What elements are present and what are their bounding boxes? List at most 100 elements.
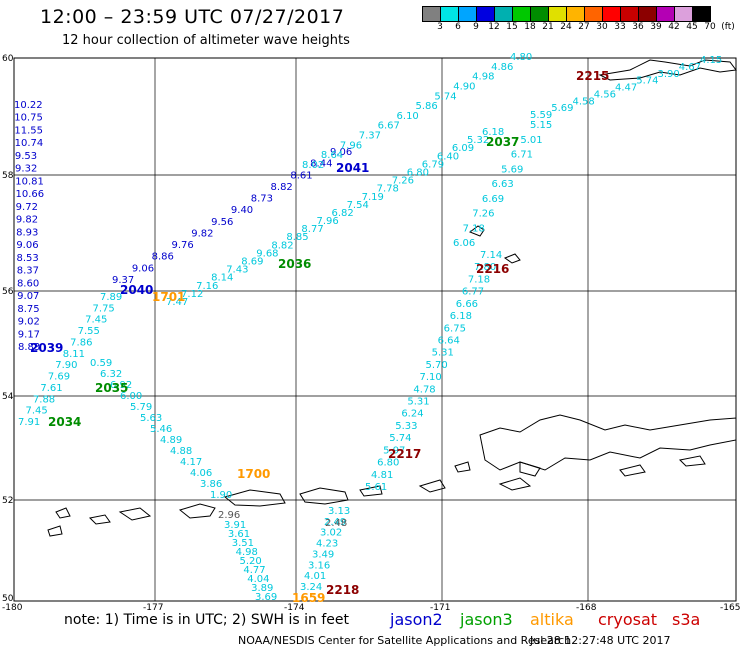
wave-height-value: 9.07 bbox=[17, 291, 39, 302]
wave-height-value: 5.69 bbox=[551, 103, 573, 114]
wave-height-value: 7.54 bbox=[347, 200, 369, 211]
colorbar-tick-label: 24 bbox=[560, 22, 572, 32]
wave-height-value: 7.18 bbox=[468, 274, 490, 285]
wave-height-value: 8.69 bbox=[241, 257, 263, 268]
wave-height-value: 10.74 bbox=[15, 138, 44, 149]
lon-tick-label: -165 bbox=[720, 603, 740, 613]
colorbar-swatch bbox=[639, 7, 657, 21]
wave-height-value: 8.02 bbox=[302, 160, 324, 171]
wave-height-value: 5.01 bbox=[520, 135, 542, 146]
wave-height-value: 1.90 bbox=[210, 490, 232, 501]
colorbar-swatch bbox=[621, 7, 639, 21]
wave-height-value: 9.06 bbox=[16, 240, 38, 251]
wave-height-value: 4.89 bbox=[160, 435, 182, 446]
lon-tick-label: -180 bbox=[2, 603, 23, 613]
axis-labels: -180 -177 -174 -171 -168 -165 60 58 56 54 52 50 bbox=[2, 54, 740, 613]
colorbar-tick-label: 18 bbox=[524, 22, 536, 32]
colorbar-tick-label: 9 bbox=[473, 22, 479, 32]
wave-height-value: 5.74 bbox=[636, 76, 658, 87]
colorbar-swatch bbox=[531, 7, 549, 21]
wave-height-value: 9.82 bbox=[16, 215, 38, 226]
wave-height-value: 5.20 bbox=[240, 556, 262, 567]
wave-height-value: 4.23 bbox=[316, 539, 338, 550]
wave-height-value: 10.75 bbox=[14, 113, 43, 124]
wave-height-value: 4.88 bbox=[170, 446, 192, 457]
wave-height-value: 7.45 bbox=[25, 406, 47, 417]
wave-height-value: 4.86 bbox=[491, 62, 513, 73]
wave-height-value: 7.86 bbox=[70, 337, 92, 348]
wave-height-value: 3.51 bbox=[232, 538, 254, 549]
colorbar-tick-label: 36 bbox=[632, 22, 644, 32]
wave-height-value: 8.60 bbox=[17, 278, 39, 289]
lat-tick-label: 58 bbox=[2, 171, 14, 181]
pass-label-2040: 2040 bbox=[120, 283, 153, 297]
wave-height-value: 7.69 bbox=[48, 372, 70, 383]
wave-height-value: 5.33 bbox=[395, 421, 417, 432]
wave-height-value: 8.86 bbox=[152, 252, 174, 263]
wave-height-value: 4.47 bbox=[615, 83, 637, 94]
colorbar-tick-label: 15 bbox=[506, 22, 518, 32]
colorbar-swatch bbox=[423, 7, 441, 21]
wave-height-value: 3.02 bbox=[320, 528, 342, 539]
pass-label-2218: 2218 bbox=[326, 583, 359, 597]
wave-height-value: 5.69 bbox=[501, 164, 523, 175]
colorbar-tick-label: 39 bbox=[650, 22, 662, 32]
colorbar-swatch bbox=[459, 7, 477, 21]
wave-height-value: 6.18 bbox=[482, 127, 504, 138]
lat-tick-label: 54 bbox=[2, 392, 14, 402]
colorbar-swatch bbox=[603, 7, 621, 21]
lon-tick-label: -168 bbox=[576, 603, 597, 613]
wave-height-value: 6.63 bbox=[492, 179, 514, 190]
wave-height-value: 6.69 bbox=[482, 194, 504, 205]
wave-height-value: 8.44 bbox=[310, 159, 332, 170]
map-frame bbox=[13, 57, 737, 602]
wave-height-value: 7.16 bbox=[196, 281, 218, 292]
mission-legend-cryosat: cryosat bbox=[598, 610, 658, 629]
colorbar-swatch bbox=[693, 7, 710, 21]
lon-tick-label: -171 bbox=[430, 603, 450, 613]
wave-height-value: 5.61 bbox=[365, 482, 387, 493]
wave-height-value: 8.83 bbox=[18, 342, 40, 353]
wave-height-value: 4.78 bbox=[413, 384, 435, 395]
wave-height-value: 5.97 bbox=[383, 445, 405, 456]
wave-height-value: 8.14 bbox=[211, 273, 233, 284]
wave-height-value: 7.12 bbox=[181, 289, 203, 300]
wave-height-value: 6.32 bbox=[100, 369, 122, 380]
wave-height-value: 6.64 bbox=[438, 335, 460, 346]
wave-height-value: 9.02 bbox=[18, 317, 40, 328]
wave-height-value: 5.46 bbox=[150, 424, 172, 435]
wave-height-value: 4.01 bbox=[304, 571, 326, 582]
wave-height-value: 9.06 bbox=[132, 263, 154, 274]
wave-height-value: 7.78 bbox=[377, 184, 399, 195]
wave-height-value: 5.32 bbox=[467, 135, 489, 146]
wave-height-value: 3.49 bbox=[312, 549, 334, 560]
pass-label-2217: 2217 bbox=[388, 447, 421, 461]
colorbar-tick-label: 3 bbox=[437, 22, 443, 32]
pass-labels: 2039 2040 2041 2034 2035 2036 2037 1700 1701 1659… bbox=[30, 69, 609, 605]
wave-height-value: 7.75 bbox=[93, 303, 115, 314]
lat-tick-label: 56 bbox=[2, 287, 14, 297]
wave-height-value: 8.73 bbox=[251, 194, 273, 205]
generated-timestamp: Jul 28 12:27:48 UTC 2017 bbox=[530, 634, 671, 647]
wave-height-value: 6.71 bbox=[511, 150, 533, 161]
wave-height-value: 6.18 bbox=[450, 311, 472, 322]
mission-legend-altika: altika bbox=[530, 610, 574, 629]
wave-height-value: 9.37 bbox=[112, 275, 134, 286]
colorbar-swatch bbox=[585, 7, 603, 21]
wave-height-value: 3.13 bbox=[328, 506, 350, 517]
pass-label-2037: 2037 bbox=[486, 135, 519, 149]
wave-height-value: 5.70 bbox=[426, 360, 448, 371]
pass-label-2215: 2215 bbox=[576, 69, 609, 83]
colorbar-tick-label: 27 bbox=[578, 22, 590, 32]
map-title: 12:00 – 23:59 UTC 07/27/2017 bbox=[40, 6, 345, 28]
colorbar-swatch bbox=[675, 7, 693, 21]
wave-height-value: 6.00 bbox=[120, 391, 142, 402]
wave-height-value: 7.96 bbox=[316, 216, 338, 227]
wave-height-value: 3.89 bbox=[251, 583, 273, 594]
wave-height-value: 9.76 bbox=[171, 240, 193, 251]
wave-height-value: 9.56 bbox=[211, 217, 233, 228]
wave-height-value: 10.22 bbox=[14, 100, 43, 111]
wave-height-value: 5.63 bbox=[140, 413, 162, 424]
colorbar-swatch bbox=[477, 7, 495, 21]
wave-height-value: 7.10 bbox=[419, 372, 441, 383]
